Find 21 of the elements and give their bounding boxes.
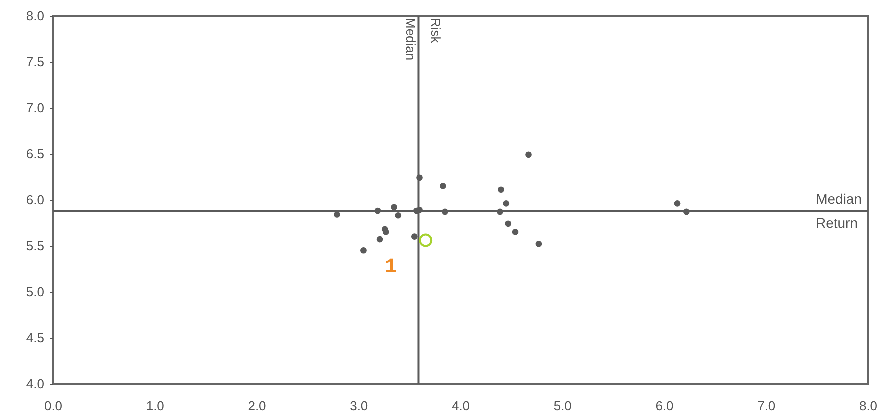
y-tick-label: 8.0: [26, 8, 44, 24]
y-tick-label: 7.5: [26, 54, 44, 70]
y-tick-label: 7.0: [26, 100, 44, 116]
x-tick-label: 0.0: [44, 398, 63, 414]
x-tick-label: 5.0: [554, 398, 572, 414]
ref-line-label: Median Return: [816, 191, 862, 232]
x-tick-label: 7.0: [758, 398, 776, 414]
y-tick-label: 5.0: [26, 284, 44, 300]
x-tick-label: 4.0: [452, 398, 470, 414]
y-tick-label: 4.0: [26, 376, 44, 392]
x-tick-label: 3.0: [350, 398, 368, 414]
x-tick-label: 2.0: [248, 398, 266, 414]
y-tick-label: 6.5: [26, 146, 44, 162]
ref-line-label: Median Risk: [404, 18, 444, 61]
annotation: 1: [384, 256, 398, 279]
x-tick-label: 6.0: [656, 398, 674, 414]
y-tick-label: 4.5: [26, 330, 44, 346]
x-tick-label: 8.0: [859, 398, 878, 414]
y-tick-label: 5.5: [26, 238, 44, 254]
x-tick-label: 1.0: [146, 398, 164, 414]
y-tick-label: 6.0: [26, 192, 44, 208]
